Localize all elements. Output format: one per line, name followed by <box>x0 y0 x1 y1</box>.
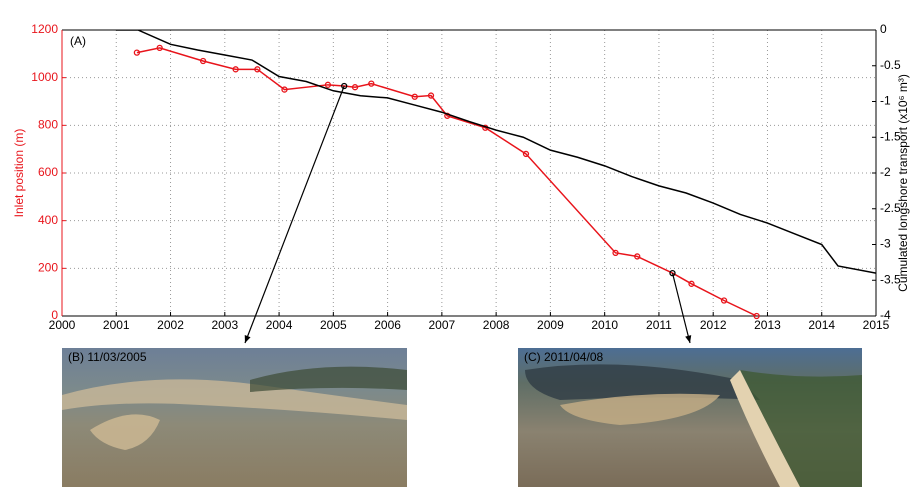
point <box>254 66 261 73</box>
arrow-head <box>244 335 251 343</box>
point <box>156 44 163 52</box>
x-tick-label: 2014 <box>808 318 835 332</box>
series-line <box>116 30 876 274</box>
y-tick-label: 0 <box>51 308 58 322</box>
y-tick-label: 200 <box>38 261 58 275</box>
y2-tick-label: -2.5 <box>880 201 901 215</box>
arrow-head <box>685 335 692 343</box>
x-tick-label: 2003 <box>211 318 238 332</box>
point <box>669 269 676 277</box>
x-tick-label: 2015 <box>863 318 890 332</box>
point <box>351 84 359 91</box>
arrow <box>671 272 691 344</box>
x-tick-label: 2010 <box>591 318 618 332</box>
point <box>753 312 760 320</box>
x-tick-label: 2012 <box>700 318 727 332</box>
point <box>341 82 348 90</box>
y2-tick-label: -1.5 <box>880 129 901 143</box>
photo-label: (B) 11/03/2005 <box>68 350 147 364</box>
y2-tick-label: -1 <box>880 94 891 108</box>
point <box>199 57 207 65</box>
point <box>133 49 141 56</box>
y-tick-label: 600 <box>38 165 58 179</box>
y-axis-label: Inlet position (m) <box>12 129 26 218</box>
point <box>368 80 375 87</box>
photo-b <box>62 348 407 487</box>
y2-tick-label: -4 <box>880 308 891 322</box>
point <box>612 249 619 256</box>
point <box>522 150 530 158</box>
x-tick-label: 2007 <box>429 318 456 332</box>
y-tick-label: 800 <box>38 118 58 132</box>
arrow <box>244 85 345 344</box>
y2-tick-label: -0.5 <box>880 58 901 72</box>
y2-tick-label: -2 <box>880 165 891 179</box>
y2-tick-label: -3.5 <box>880 272 901 286</box>
y-tick-label: 1200 <box>31 22 58 36</box>
x-tick-label: 2004 <box>266 318 293 332</box>
annotation: (A) <box>70 34 86 48</box>
y2-axis-label: Cumulated longshore transport (x10⁶ m³) <box>896 74 910 292</box>
series-line <box>136 47 757 316</box>
x-tick-label: 2011 <box>646 318 672 332</box>
x-tick-label: 2000 <box>49 318 76 332</box>
x-tick-label: 2001 <box>103 318 130 332</box>
point <box>324 81 332 88</box>
x-tick-label: 2006 <box>374 318 401 332</box>
y2-tick-label: -3 <box>880 237 891 251</box>
point <box>688 280 695 287</box>
x-tick-label: 2005 <box>320 318 347 332</box>
point <box>411 93 418 100</box>
photo-c <box>518 348 862 487</box>
point <box>720 297 728 304</box>
x-tick-label: 2013 <box>754 318 781 332</box>
x-tick-label: 2008 <box>483 318 510 332</box>
point <box>232 66 239 73</box>
x-tick-label: 2009 <box>537 318 564 332</box>
point <box>281 86 288 93</box>
y2-tick-label: 0 <box>880 22 887 36</box>
x-tick-label: 2002 <box>157 318 184 332</box>
photo-label: (C) 2011/04/08 <box>524 350 603 364</box>
point <box>634 253 641 260</box>
y-tick-label: 400 <box>38 213 58 227</box>
point <box>427 92 435 99</box>
y-tick-label: 1000 <box>31 70 58 84</box>
